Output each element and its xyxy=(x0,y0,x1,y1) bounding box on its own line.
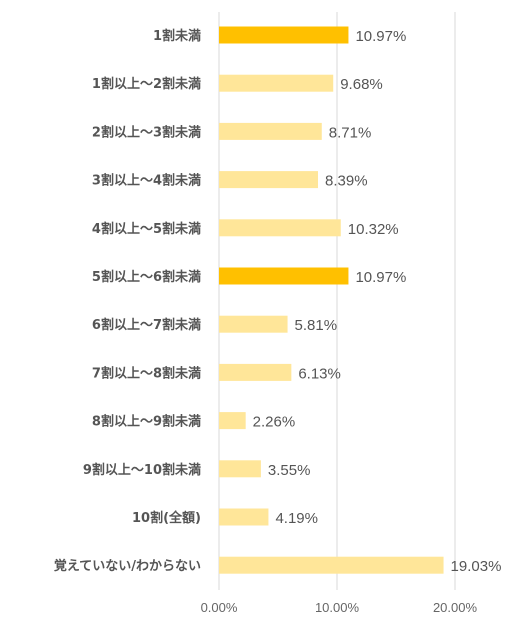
data-label: 6.13% xyxy=(298,365,341,382)
bar xyxy=(219,508,269,526)
x-tick-label: 10.00% xyxy=(315,600,360,615)
bar xyxy=(219,556,444,574)
category-label: 2割以上～3割未満 xyxy=(92,124,201,140)
data-label: 10.32% xyxy=(348,221,399,238)
bar xyxy=(219,219,341,237)
bar xyxy=(219,74,334,92)
data-label: 2.26% xyxy=(253,414,296,431)
category-label: 1割未満 xyxy=(153,28,201,44)
data-label: 10.97% xyxy=(355,28,406,45)
category-label: 9割以上～10割未満 xyxy=(83,462,201,478)
data-label: 5.81% xyxy=(295,317,338,334)
category-label: 3割以上～4割未満 xyxy=(92,173,201,189)
x-tick-label: 0.00% xyxy=(201,600,238,615)
x-axis-ticks: 0.00% 10.00% 20.00% xyxy=(201,600,478,615)
x-tick-label: 20.00% xyxy=(433,600,478,615)
bar xyxy=(219,26,349,44)
gridlines xyxy=(218,12,456,590)
bar xyxy=(219,122,322,140)
category-label: 10割(全額) xyxy=(132,510,201,526)
category-label: 7割以上～8割未満 xyxy=(92,365,201,381)
category-label: 8割以上～9割未満 xyxy=(92,414,201,430)
data-label: 9.68% xyxy=(340,76,383,93)
category-label: 5割以上～6割未満 xyxy=(92,269,201,285)
data-label: 10.97% xyxy=(355,269,406,286)
bar xyxy=(219,412,246,430)
bar xyxy=(219,267,349,285)
category-label: 4割以上～5割未満 xyxy=(92,221,201,237)
bar xyxy=(219,171,319,189)
data-label: 4.19% xyxy=(275,510,318,527)
data-label: 8.71% xyxy=(329,124,372,141)
category-label: 1割以上～2割未満 xyxy=(92,76,201,92)
value-labels: 10.97% 9.68% 8.71% 8.39% 10.32% 10.97% 5.81% 6.… xyxy=(253,28,502,575)
bars xyxy=(219,26,444,574)
category-label: 6割以上～7割未満 xyxy=(92,317,201,333)
bar xyxy=(219,315,288,333)
category-label: 覚えていない/わからない xyxy=(53,558,201,574)
data-label: 19.03% xyxy=(451,558,502,575)
bar xyxy=(219,460,261,478)
bar xyxy=(219,363,292,381)
category-labels: 1割未満 1割以上～2割未満 2割以上～3割未満 3割以上～4割未満 4割以上～5割未満… xyxy=(53,28,201,574)
data-label: 3.55% xyxy=(268,462,311,479)
data-label: 8.39% xyxy=(325,173,368,190)
